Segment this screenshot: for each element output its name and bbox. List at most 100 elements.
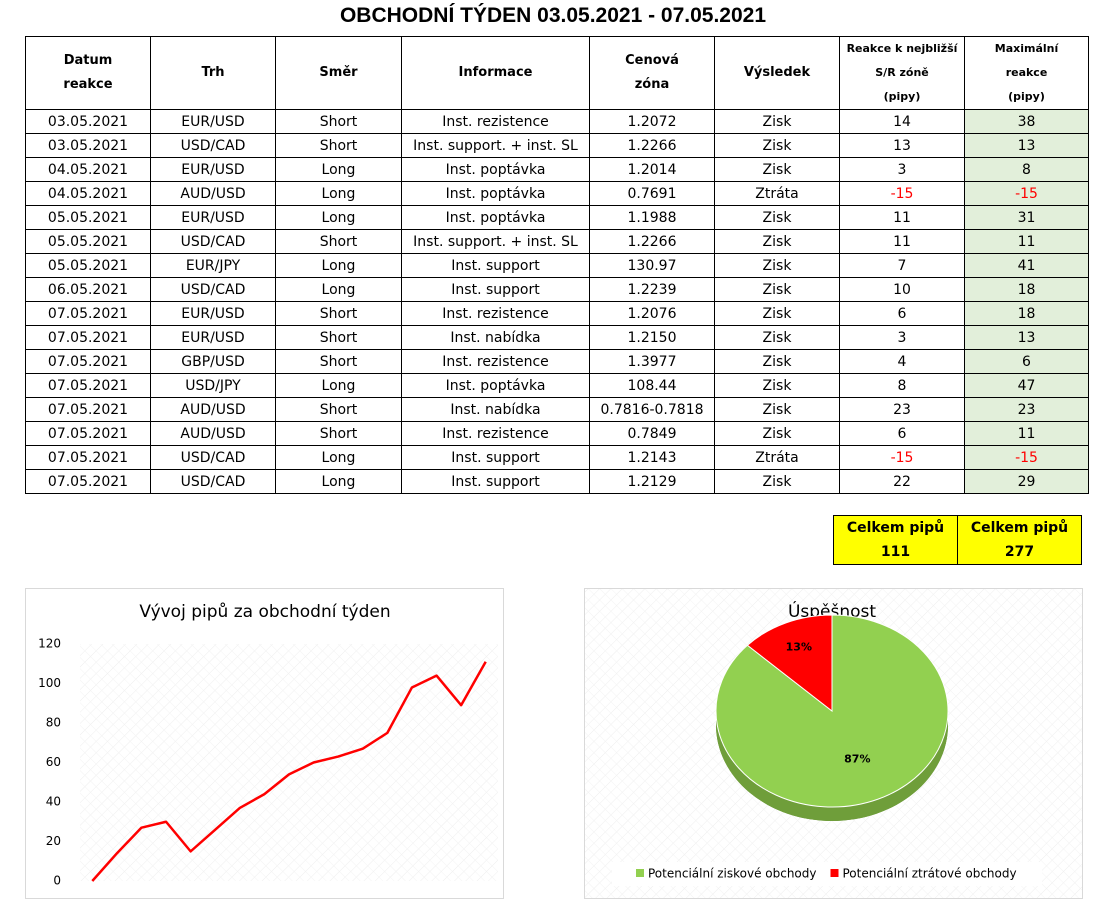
table-cell: Inst. support xyxy=(401,445,590,470)
table-cell: USD/CAD xyxy=(150,469,276,494)
table-cell: 8 xyxy=(964,157,1089,182)
table-row: 07.05.2021 USD/CAD Long Inst. support 1.2129… xyxy=(25,469,1089,494)
table-cell: Inst. rezistence xyxy=(401,349,590,374)
header-line: (pipy) xyxy=(883,90,921,103)
table-row: 03.05.2021 EUR/USD Short Inst. rezistence 1.… xyxy=(25,109,1089,134)
table-cell: 07.05.2021 xyxy=(25,397,151,422)
table-cell: 47 xyxy=(964,373,1089,398)
table-cell: Zisk xyxy=(714,109,840,134)
table-cell: Inst. nabídka xyxy=(401,397,590,422)
table-cell: 07.05.2021 xyxy=(25,421,151,446)
table-cell: USD/JPY xyxy=(150,373,276,398)
table-cell: 18 xyxy=(964,301,1089,326)
table-cell: 3 xyxy=(839,157,965,182)
table-cell: 07.05.2021 xyxy=(25,325,151,350)
table-row: 07.05.2021 EUR/USD Short Inst. nabídka 1.215… xyxy=(25,325,1089,350)
table-cell: Long xyxy=(275,277,402,302)
table-cell: 8 xyxy=(839,373,965,398)
table-cell: EUR/USD xyxy=(150,157,276,182)
table-cell: Zisk xyxy=(714,349,840,374)
table-cell: Zisk xyxy=(714,253,840,278)
table-cell: GBP/USD xyxy=(150,349,276,374)
table-cell: -15 xyxy=(839,445,965,470)
table-cell: 10 xyxy=(839,277,965,302)
table-cell: Short xyxy=(275,397,402,422)
table-cell: EUR/USD xyxy=(150,325,276,350)
column-header: Trh xyxy=(150,36,276,110)
table-cell: -15 xyxy=(839,181,965,206)
trade-table: Datum reakce Trh Směr Informace Cenová zóna Výs… xyxy=(25,36,1089,494)
table-cell: Long xyxy=(275,205,402,230)
table-cell: EUR/USD xyxy=(150,301,276,326)
y-tick-label: 120 xyxy=(38,637,61,651)
table-row: 07.05.2021 EUR/USD Short Inst. rezistence 1.… xyxy=(25,301,1089,326)
pie-side xyxy=(716,711,948,821)
column-header: Směr xyxy=(275,36,402,110)
table-cell: Zisk xyxy=(714,397,840,422)
column-header: Reakce k nejbližší S/R zóně (pipy) xyxy=(839,36,965,110)
table-cell: 23 xyxy=(839,397,965,422)
pie-slice xyxy=(746,614,833,713)
table-cell: USD/CAD xyxy=(150,229,276,254)
y-tick-label: 20 xyxy=(46,834,61,848)
table-cell: 108.44 xyxy=(589,373,715,398)
table-cell: -15 xyxy=(964,445,1089,470)
total-label: Celkem pipů xyxy=(846,520,945,536)
table-cell: Inst. support xyxy=(401,469,590,494)
table-cell: Inst. support xyxy=(401,277,590,302)
table-cell: USD/CAD xyxy=(150,133,276,158)
table-cell: 13 xyxy=(839,133,965,158)
table-cell: 03.05.2021 xyxy=(25,133,151,158)
table-cell: 06.05.2021 xyxy=(25,277,151,302)
table-cell: 14 xyxy=(839,109,965,134)
table-cell: AUD/USD xyxy=(150,421,276,446)
table-cell: Long xyxy=(275,469,402,494)
header-line: S/R zóně xyxy=(875,66,929,79)
table-cell: 22 xyxy=(839,469,965,494)
table-cell: 04.05.2021 xyxy=(25,157,151,182)
table-cell: 05.05.2021 xyxy=(25,253,151,278)
table-cell: Short xyxy=(275,109,402,134)
line-chart-frame xyxy=(25,588,504,899)
table-cell: Ztráta xyxy=(714,445,840,470)
page-title: OBCHODNÍ TÝDEN 03.05.2021 - 07.05.2021 xyxy=(339,4,767,27)
table-cell: Inst. rezistence xyxy=(401,301,590,326)
table-cell: 1.2239 xyxy=(589,277,715,302)
table-cell: Long xyxy=(275,181,402,206)
y-tick-label: 0 xyxy=(53,874,61,888)
header-line: Informace xyxy=(458,65,533,80)
table-cell: Short xyxy=(275,325,402,350)
table-cell: Long xyxy=(275,157,402,182)
table-row: 04.05.2021 EUR/USD Long Inst. poptávka 1.201… xyxy=(25,157,1089,182)
table-cell: Inst. rezistence xyxy=(401,421,590,446)
total-value: 111 xyxy=(880,544,911,560)
table-cell: 0.7691 xyxy=(589,181,715,206)
table-cell: 1.2076 xyxy=(589,301,715,326)
table-row: 05.05.2021 EUR/USD Long Inst. poptávka 1.198… xyxy=(25,205,1089,230)
table-cell: EUR/USD xyxy=(150,205,276,230)
table-row: 07.05.2021 AUD/USD Short Inst. nabídka 0.781… xyxy=(25,397,1089,422)
table-cell: Short xyxy=(275,229,402,254)
table-cell: Inst. support. + inst. SL xyxy=(401,229,590,254)
table-cell: Zisk xyxy=(714,325,840,350)
table-cell: -15 xyxy=(964,181,1089,206)
table-cell: 23 xyxy=(964,397,1089,422)
table-cell: 6 xyxy=(839,301,965,326)
chart-title: Vývoj pipů za obchodní týden xyxy=(139,602,390,622)
column-header: Cenová zóna xyxy=(589,36,715,110)
table-cell: 7 xyxy=(839,253,965,278)
table-cell: Inst. support. + inst. SL xyxy=(401,133,590,158)
header-line: reakce xyxy=(1005,66,1048,79)
table-cell: AUD/USD xyxy=(150,397,276,422)
table-row: 06.05.2021 USD/CAD Long Inst. support 1.2239… xyxy=(25,277,1089,302)
table-cell: Zisk xyxy=(714,157,840,182)
header-line: (pipy) xyxy=(1008,90,1045,103)
table-cell: Short xyxy=(275,133,402,158)
header-line: Maximální xyxy=(994,42,1059,55)
table-cell: 03.05.2021 xyxy=(25,109,151,134)
table-cell: 3 xyxy=(839,325,965,350)
column-header: Informace xyxy=(401,36,590,110)
table-cell: Inst. nabídka xyxy=(401,325,590,350)
table-cell: 07.05.2021 xyxy=(25,445,151,470)
